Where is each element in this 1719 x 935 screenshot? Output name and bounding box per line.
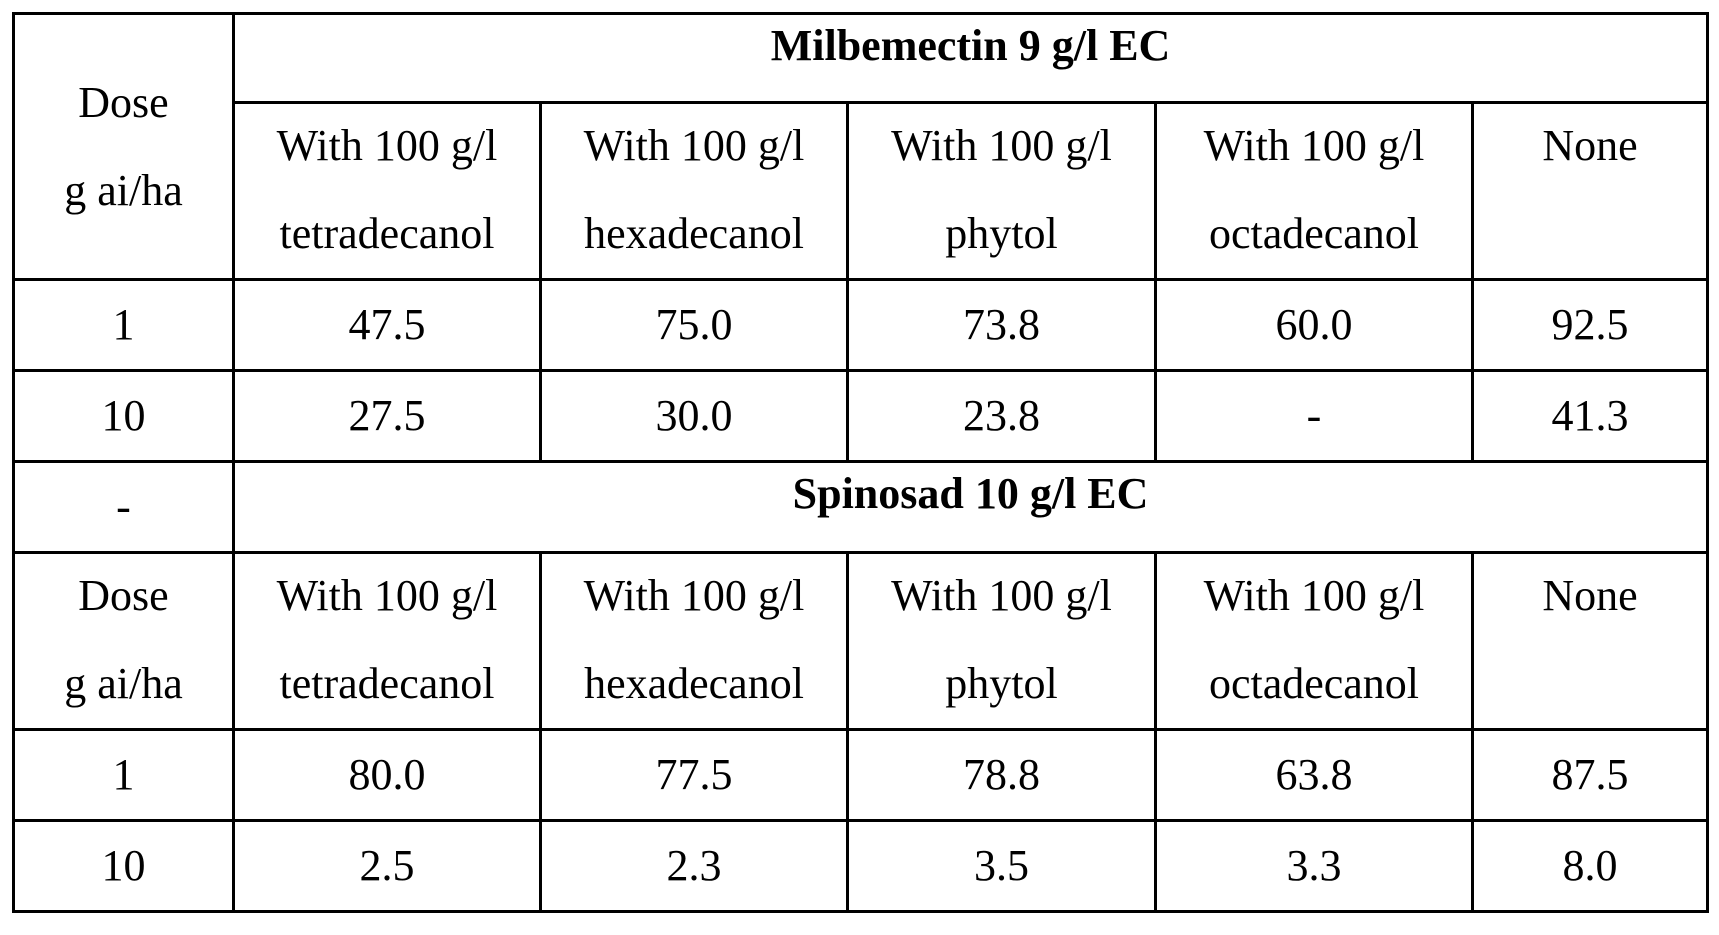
value-cell: 73.8 bbox=[848, 280, 1156, 371]
dose-header-cell: Dose g ai/ha bbox=[14, 14, 234, 280]
column-header-line-1: With 100 g/l bbox=[1161, 553, 1467, 641]
column-header-line-1: With 100 g/l bbox=[853, 553, 1150, 641]
column-header-cell: None bbox=[1473, 553, 1708, 730]
column-header-row: With 100 g/l tetradecanol With 100 g/l h… bbox=[14, 103, 1708, 280]
table-row: 10 2.5 2.3 3.5 3.3 8.0 bbox=[14, 821, 1708, 912]
column-header-line-2: hexadecanol bbox=[546, 190, 842, 278]
dose-cell: 1 bbox=[14, 730, 234, 821]
results-table: Dose g ai/ha Milbemectin 9 g/l EC With 1… bbox=[12, 12, 1709, 913]
dose-header-line-2: g ai/ha bbox=[19, 147, 228, 235]
column-header-line-1: With 100 g/l bbox=[546, 103, 842, 191]
column-header-line-1: With 100 g/l bbox=[1161, 103, 1467, 191]
value-cell: 2.3 bbox=[541, 821, 848, 912]
block-title: Milbemectin 9 g/l EC bbox=[234, 14, 1708, 103]
column-header-cell: With 100 g/l octadecanol bbox=[1156, 103, 1473, 280]
column-header-line-2: octadecanol bbox=[1161, 190, 1467, 278]
value-cell: 23.8 bbox=[848, 371, 1156, 462]
column-header-line-2: phytol bbox=[853, 640, 1150, 728]
value-cell: 60.0 bbox=[1156, 280, 1473, 371]
value-cell: 75.0 bbox=[541, 280, 848, 371]
block-title-row: - Spinosad 10 g/l EC bbox=[14, 462, 1708, 553]
dose-header-line-1: Dose bbox=[19, 553, 228, 641]
value-cell: 2.5 bbox=[234, 821, 541, 912]
column-header-cell: With 100 g/l hexadecanol bbox=[541, 553, 848, 730]
column-header-line-1: With 100 g/l bbox=[853, 103, 1150, 191]
value-cell: 63.8 bbox=[1156, 730, 1473, 821]
column-header-line-1: None bbox=[1478, 103, 1702, 191]
dose-cell: 10 bbox=[14, 821, 234, 912]
value-cell: 87.5 bbox=[1473, 730, 1708, 821]
value-cell: 3.3 bbox=[1156, 821, 1473, 912]
column-header-line-1: With 100 g/l bbox=[546, 553, 842, 641]
column-header-line-1: None bbox=[1478, 553, 1702, 641]
column-header-line-2: tetradecanol bbox=[239, 640, 535, 728]
column-header-line-2: hexadecanol bbox=[546, 640, 842, 728]
value-cell: 27.5 bbox=[234, 371, 541, 462]
value-cell: 3.5 bbox=[848, 821, 1156, 912]
results-table-container: Dose g ai/ha Milbemectin 9 g/l EC With 1… bbox=[12, 12, 1706, 913]
dose-header-line-2: g ai/ha bbox=[19, 640, 228, 728]
column-header-cell: With 100 g/l tetradecanol bbox=[234, 553, 541, 730]
column-header-line-1: With 100 g/l bbox=[239, 103, 535, 191]
column-header-cell: With 100 g/l octadecanol bbox=[1156, 553, 1473, 730]
value-cell: 77.5 bbox=[541, 730, 848, 821]
value-cell: 30.0 bbox=[541, 371, 848, 462]
dose-header-cell: Dose g ai/ha bbox=[14, 553, 234, 730]
value-cell: 80.0 bbox=[234, 730, 541, 821]
value-cell: 78.8 bbox=[848, 730, 1156, 821]
column-header-cell: With 100 g/l hexadecanol bbox=[541, 103, 848, 280]
column-header-cell: With 100 g/l phytol bbox=[848, 103, 1156, 280]
value-cell: 47.5 bbox=[234, 280, 541, 371]
column-header-cell: With 100 g/l tetradecanol bbox=[234, 103, 541, 280]
dose-cell: 1 bbox=[14, 280, 234, 371]
column-header-line-2: tetradecanol bbox=[239, 190, 535, 278]
column-header-line-1: With 100 g/l bbox=[239, 553, 535, 641]
value-cell: - bbox=[1156, 371, 1473, 462]
table-row: 1 80.0 77.5 78.8 63.8 87.5 bbox=[14, 730, 1708, 821]
column-header-row: Dose g ai/ha With 100 g/l tetradecanol W… bbox=[14, 553, 1708, 730]
value-cell: 41.3 bbox=[1473, 371, 1708, 462]
column-header-line-2: octadecanol bbox=[1161, 640, 1467, 728]
section-label-cell: - bbox=[14, 462, 234, 553]
block-title-row: Dose g ai/ha Milbemectin 9 g/l EC bbox=[14, 14, 1708, 103]
column-header-cell: With 100 g/l phytol bbox=[848, 553, 1156, 730]
column-header-cell: None bbox=[1473, 103, 1708, 280]
table-row: 1 47.5 75.0 73.8 60.0 92.5 bbox=[14, 280, 1708, 371]
value-cell: 92.5 bbox=[1473, 280, 1708, 371]
value-cell: 8.0 bbox=[1473, 821, 1708, 912]
block-title: Spinosad 10 g/l EC bbox=[234, 462, 1708, 553]
dose-header-line-1: Dose bbox=[19, 59, 228, 147]
column-header-line-2: phytol bbox=[853, 190, 1150, 278]
dose-cell: 10 bbox=[14, 371, 234, 462]
table-row: 10 27.5 30.0 23.8 - 41.3 bbox=[14, 371, 1708, 462]
